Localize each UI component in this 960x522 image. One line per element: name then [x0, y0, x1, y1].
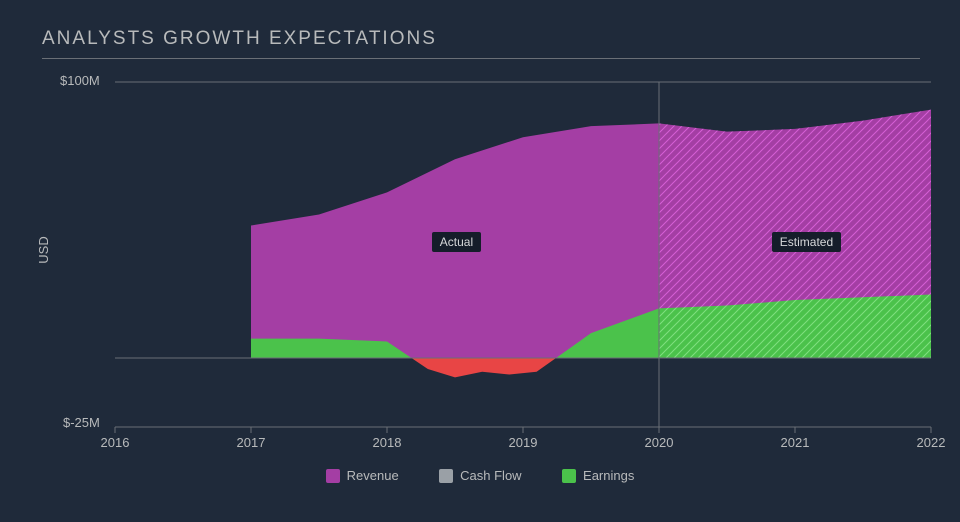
legend-label-earnings: Earnings	[583, 468, 634, 483]
legend-item-revenue: Revenue	[326, 468, 399, 483]
legend-label-cashflow: Cash Flow	[460, 468, 521, 483]
x-tick-label: 2020	[645, 435, 674, 450]
legend-item-earnings: Earnings	[562, 468, 634, 483]
annotation-estimated: Estimated	[772, 232, 841, 252]
annotation-actual: Actual	[432, 232, 481, 252]
x-tick-label: 2022	[917, 435, 946, 450]
legend-swatch-revenue	[326, 469, 340, 483]
chart-svg	[0, 0, 960, 522]
x-tick-label: 2018	[373, 435, 402, 450]
x-tick-label: 2019	[509, 435, 538, 450]
legend: Revenue Cash Flow Earnings	[0, 468, 960, 488]
legend-swatch-earnings	[562, 469, 576, 483]
x-tick-label: 2021	[781, 435, 810, 450]
legend-item-cashflow: Cash Flow	[439, 468, 521, 483]
x-tick-label: 2017	[237, 435, 266, 450]
chart-container	[0, 0, 960, 522]
x-tick-label: 2016	[101, 435, 130, 450]
legend-label-revenue: Revenue	[347, 468, 399, 483]
legend-swatch-cashflow	[439, 469, 453, 483]
